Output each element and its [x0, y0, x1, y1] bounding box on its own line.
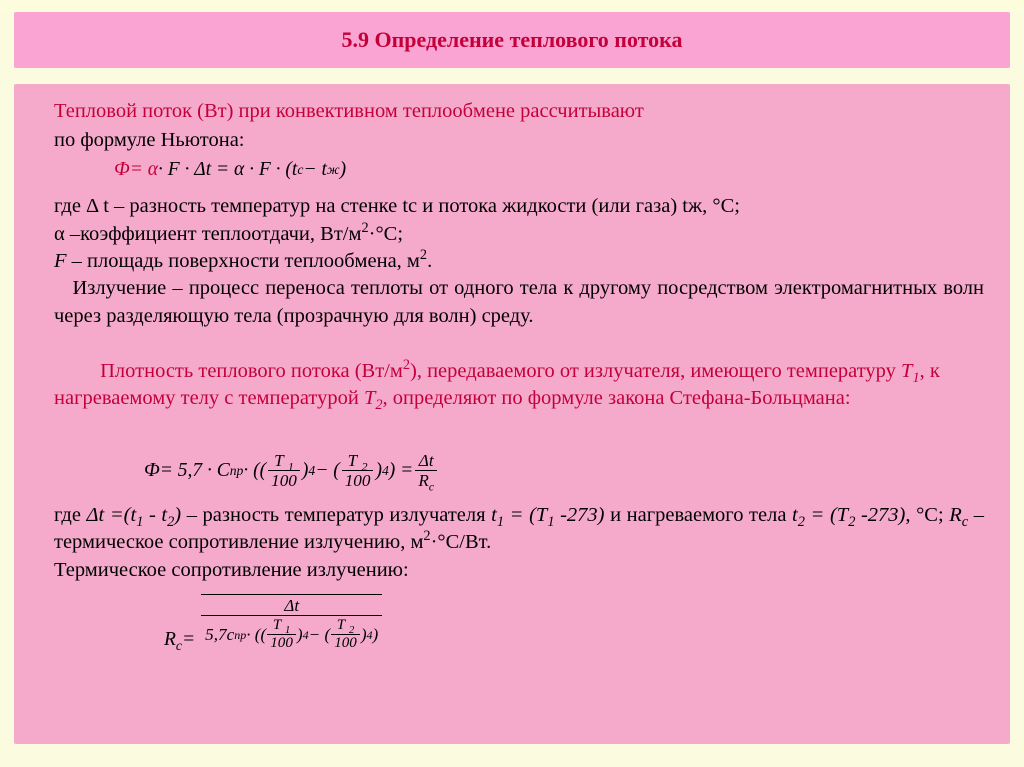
radiation-def: Излучение – процесс переноса теплоты от …	[54, 275, 984, 330]
p6sup: 2	[403, 357, 410, 373]
formula-newton: Ф = α · F · Δt = α · F · (t c − t ж )	[114, 157, 984, 183]
p6T1s: 1	[912, 370, 919, 386]
p3sup: 2	[361, 220, 368, 236]
def-delta-t: где Δ t – разность температур на стенке …	[54, 193, 984, 220]
p4sup: 2	[420, 247, 427, 263]
f2-pre: = 5,7 · С	[160, 458, 230, 484]
delta-t-explain: где Δt =(t1 - t2) – разность температур …	[54, 502, 984, 557]
f3h1: 100	[267, 635, 296, 651]
f1-minus: − t	[303, 157, 326, 183]
p7i: и нагреваемого тела	[604, 504, 792, 526]
f2T2: Т	[348, 451, 362, 470]
slide-header: 5.9 Определение теплового потока	[14, 12, 1010, 68]
f1-rest: · F · Δt = α · F · (t	[158, 157, 297, 183]
slide: 5.9 Определение теплового потока Теплово…	[0, 12, 1024, 767]
p7e: – разность температур излучателя	[181, 504, 491, 526]
f3close: )	[373, 626, 379, 643]
f3-bigfrac: Δt 5,7спр · (( Т 1 100 )4 − ( Т 2 100 )4	[201, 594, 382, 653]
f3h2: 100	[331, 635, 360, 651]
intro-line-1: Тепловой поток (Вт) при конвективном теп…	[54, 98, 984, 125]
p4b: .	[427, 250, 432, 272]
slide-body: Тепловой поток (Вт) при конвективном теп…	[14, 84, 1010, 744]
intro-line-2: по формуле Ньютона:	[54, 127, 984, 154]
p7m: , °С;	[905, 504, 949, 526]
f2T1: Т	[274, 451, 288, 470]
slide-title: 5.9 Определение теплового потока	[341, 27, 682, 53]
f3min: − (	[309, 626, 331, 643]
formula-rc: Rс= Δt 5,7спр · (( Т 1 100 )4 − ( Т 2	[164, 594, 984, 653]
f2-phi: Ф	[144, 458, 160, 484]
p6d: , определяют по формуле закона Стефана-Б…	[383, 387, 851, 409]
f2h2: 100	[342, 471, 374, 489]
f2-frac3: Δt Rс	[415, 452, 437, 489]
f3T1: Т	[273, 617, 285, 633]
f2-min: − (	[315, 458, 340, 484]
f2dt: Δt	[415, 452, 437, 471]
p3a: α –коэффициент теплоотдачи, Вт/м	[54, 223, 361, 245]
formula-stefan: Ф = 5,7 · С пр · (( Т 1 100 )4 − ( Т 2 1…	[144, 452, 984, 489]
thermal-resistance-label: Термическое сопротивление излучению:	[54, 557, 984, 584]
p4txt: – площадь поверхности теплообмена, м	[67, 250, 420, 272]
def-F: F – площадь поверхности теплообмена, м2.	[54, 248, 984, 275]
f1-close: )	[340, 157, 347, 183]
p7o: ·°С/Вт.	[431, 531, 492, 553]
f2-m3: )	[375, 458, 382, 484]
f2Rc: R	[418, 471, 428, 490]
p4F: F	[54, 250, 67, 272]
f2h1: 100	[268, 471, 300, 489]
p7fs: 1	[497, 514, 504, 530]
p7b: Δt =(t	[87, 504, 137, 526]
p7Rc: R	[949, 504, 962, 526]
stefan-intro: Плотность теплового потока (Вт/м2), пере…	[54, 330, 984, 440]
f3eq: =	[182, 629, 195, 650]
f3db: · ((	[246, 626, 266, 643]
p7l: -273)	[855, 504, 905, 526]
f3f2: Т 2 100	[331, 618, 360, 651]
f2Rcs: с	[429, 480, 434, 494]
p7a: где	[54, 504, 87, 526]
def-alpha: α –коэффициент теплоотдачи, Вт/м2·°С;	[54, 221, 984, 248]
p7g: = (Т	[504, 504, 547, 526]
f2-frac1: Т 1 100	[268, 452, 300, 489]
p7c: - t	[143, 504, 167, 526]
f3Rc: R	[164, 629, 176, 650]
f3dt: Δt	[284, 596, 299, 615]
p7js: 2	[798, 514, 805, 530]
p6a: Плотность теплового потока (Вт/м	[85, 360, 403, 382]
p6T1: Т	[901, 360, 912, 382]
f1-phi: Ф	[114, 157, 130, 183]
f2-frac2: Т 2 100	[342, 452, 374, 489]
intro-red: Тепловой поток (Вт) при конвективном теп…	[54, 100, 644, 122]
f3T2: Т	[337, 617, 349, 633]
f3p1: )	[297, 626, 303, 643]
p7k: = (Т	[805, 504, 848, 526]
f3p2: )	[361, 626, 367, 643]
f1-eq: = α	[130, 157, 158, 183]
p6T2s: 2	[375, 397, 382, 413]
p7h: -273)	[554, 504, 604, 526]
p7ns: 2	[423, 528, 430, 544]
p6T2: Т	[364, 387, 375, 409]
f3da: 5,7с	[205, 626, 234, 643]
p6b: ), передаваемого от излучателя, имеющего…	[410, 360, 901, 382]
f3f1: Т 1 100	[267, 618, 296, 651]
f2-close: ) =	[389, 458, 414, 484]
p3b: ·°С;	[369, 223, 403, 245]
f2-m1: · ((	[243, 458, 266, 484]
